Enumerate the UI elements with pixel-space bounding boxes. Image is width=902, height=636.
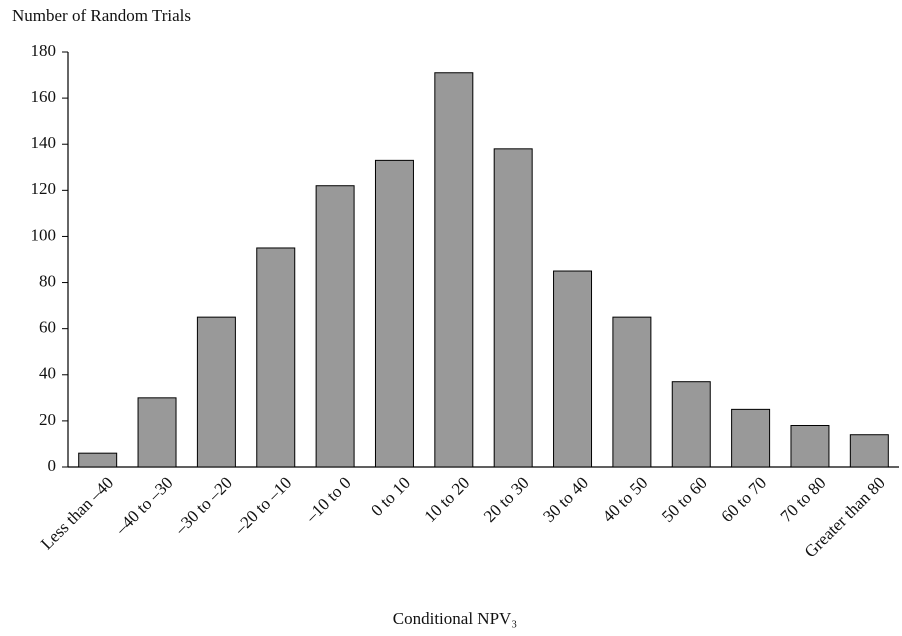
x-tick-label: 10 to 20 — [421, 473, 474, 526]
x-tick-label: 20 to 30 — [480, 473, 533, 526]
bar — [493, 148, 533, 468]
x-tick-label: 60 to 70 — [717, 473, 770, 526]
y-tick-label: 20 — [39, 410, 56, 429]
y-tick-label: 120 — [31, 179, 57, 198]
x-tick-label: –30 to –20 — [170, 473, 236, 539]
bar — [553, 270, 593, 468]
bar — [434, 72, 474, 468]
x-tick-label: –10 to 0 — [301, 473, 355, 527]
x-tick-label: 50 to 60 — [658, 473, 711, 526]
bar — [374, 159, 414, 468]
bar — [612, 316, 652, 468]
bar — [78, 452, 118, 468]
x-tick-label: 70 to 80 — [777, 473, 830, 526]
bar — [849, 434, 889, 468]
y-tick-label: 60 — [39, 318, 56, 337]
bar — [790, 425, 830, 468]
x-tick-label: Less than –40 — [37, 473, 117, 553]
x-tick-label: 30 to 40 — [539, 473, 592, 526]
x-axis-label: Conditional NPV₃ — [393, 609, 518, 628]
bar — [256, 247, 296, 468]
y-tick-label: 40 — [39, 364, 56, 383]
bar — [315, 185, 355, 468]
y-axis-label: Number of Random Trials — [12, 6, 191, 25]
bar — [137, 397, 177, 468]
x-tick-label: –20 to –10 — [230, 473, 296, 539]
y-tick-label: 0 — [48, 456, 57, 475]
bar — [731, 408, 771, 468]
x-tick-label: –40 to –30 — [111, 473, 177, 539]
bar — [196, 316, 236, 468]
bar — [671, 381, 711, 468]
y-tick-label: 140 — [31, 133, 57, 152]
y-tick-label: 80 — [39, 271, 56, 290]
y-tick-label: 100 — [31, 225, 57, 244]
y-tick-label: 180 — [31, 41, 57, 60]
x-tick-label: 0 to 10 — [367, 473, 414, 520]
x-tick-label: 40 to 50 — [599, 473, 652, 526]
y-tick-label: 160 — [31, 87, 57, 106]
